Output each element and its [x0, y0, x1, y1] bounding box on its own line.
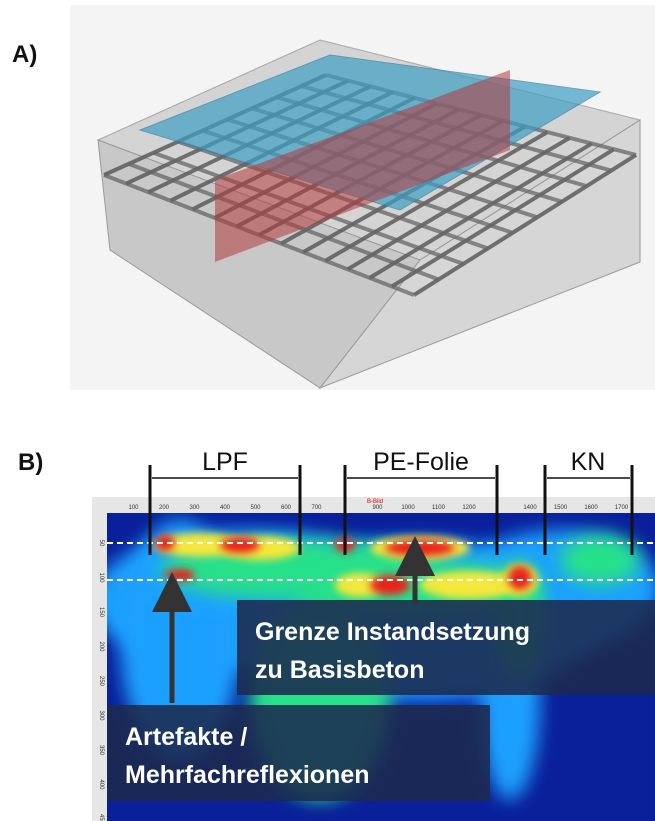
panel-label: A)	[12, 41, 37, 68]
annotation-text: Artefakte /	[125, 723, 247, 751]
x-ruler-label: 1600	[584, 505, 598, 511]
y-ruler-label: 450	[98, 814, 104, 821]
x-ruler-label: 1400	[523, 505, 537, 511]
x-ruler-label: 100	[128, 505, 139, 511]
heat-blob	[370, 575, 410, 595]
x-ruler-label: 500	[250, 505, 261, 511]
x-ruler-label: 900	[372, 505, 383, 511]
x-ruler-label: 1200	[462, 505, 476, 511]
annotation-text: Grenze Instandsetzung	[255, 618, 530, 646]
annotation-text: Mehrfachreflexionen	[125, 761, 370, 789]
y-ruler-label: 200	[98, 641, 104, 652]
x-ruler-label: 700	[311, 505, 322, 511]
x-ruler-label: 1700	[615, 505, 629, 511]
annotation-text: zu Basisbeton	[255, 656, 424, 684]
y-ruler-label: 150	[98, 607, 104, 618]
section-label: LPF	[202, 448, 248, 476]
heat-blob	[508, 566, 532, 590]
section-label: KN	[571, 448, 606, 476]
x-ruler-label: 1100	[432, 505, 446, 511]
x-ruler-label: 1000	[401, 505, 415, 511]
y-ruler-label: 100	[98, 572, 104, 583]
y-ruler-label: 300	[98, 710, 104, 721]
x-ruler-label: 1500	[554, 505, 568, 511]
y-ruler-label: 50	[98, 540, 104, 547]
figure: A) B) B-Bild 100200300400500600700900100…	[0, 0, 655, 821]
heat-blob	[220, 537, 260, 553]
y-ruler-label: 250	[98, 676, 104, 687]
x-ruler-label: 200	[159, 505, 170, 511]
y-ruler-label: 400	[98, 779, 104, 790]
x-ruler-label: 400	[220, 505, 231, 511]
x-ruler-label: 300	[189, 505, 200, 511]
section-label: PE-Folie	[373, 448, 469, 476]
x-ruler-label: 600	[281, 505, 292, 511]
panel-label: B)	[18, 449, 43, 476]
y-ruler-label: 350	[98, 745, 104, 756]
